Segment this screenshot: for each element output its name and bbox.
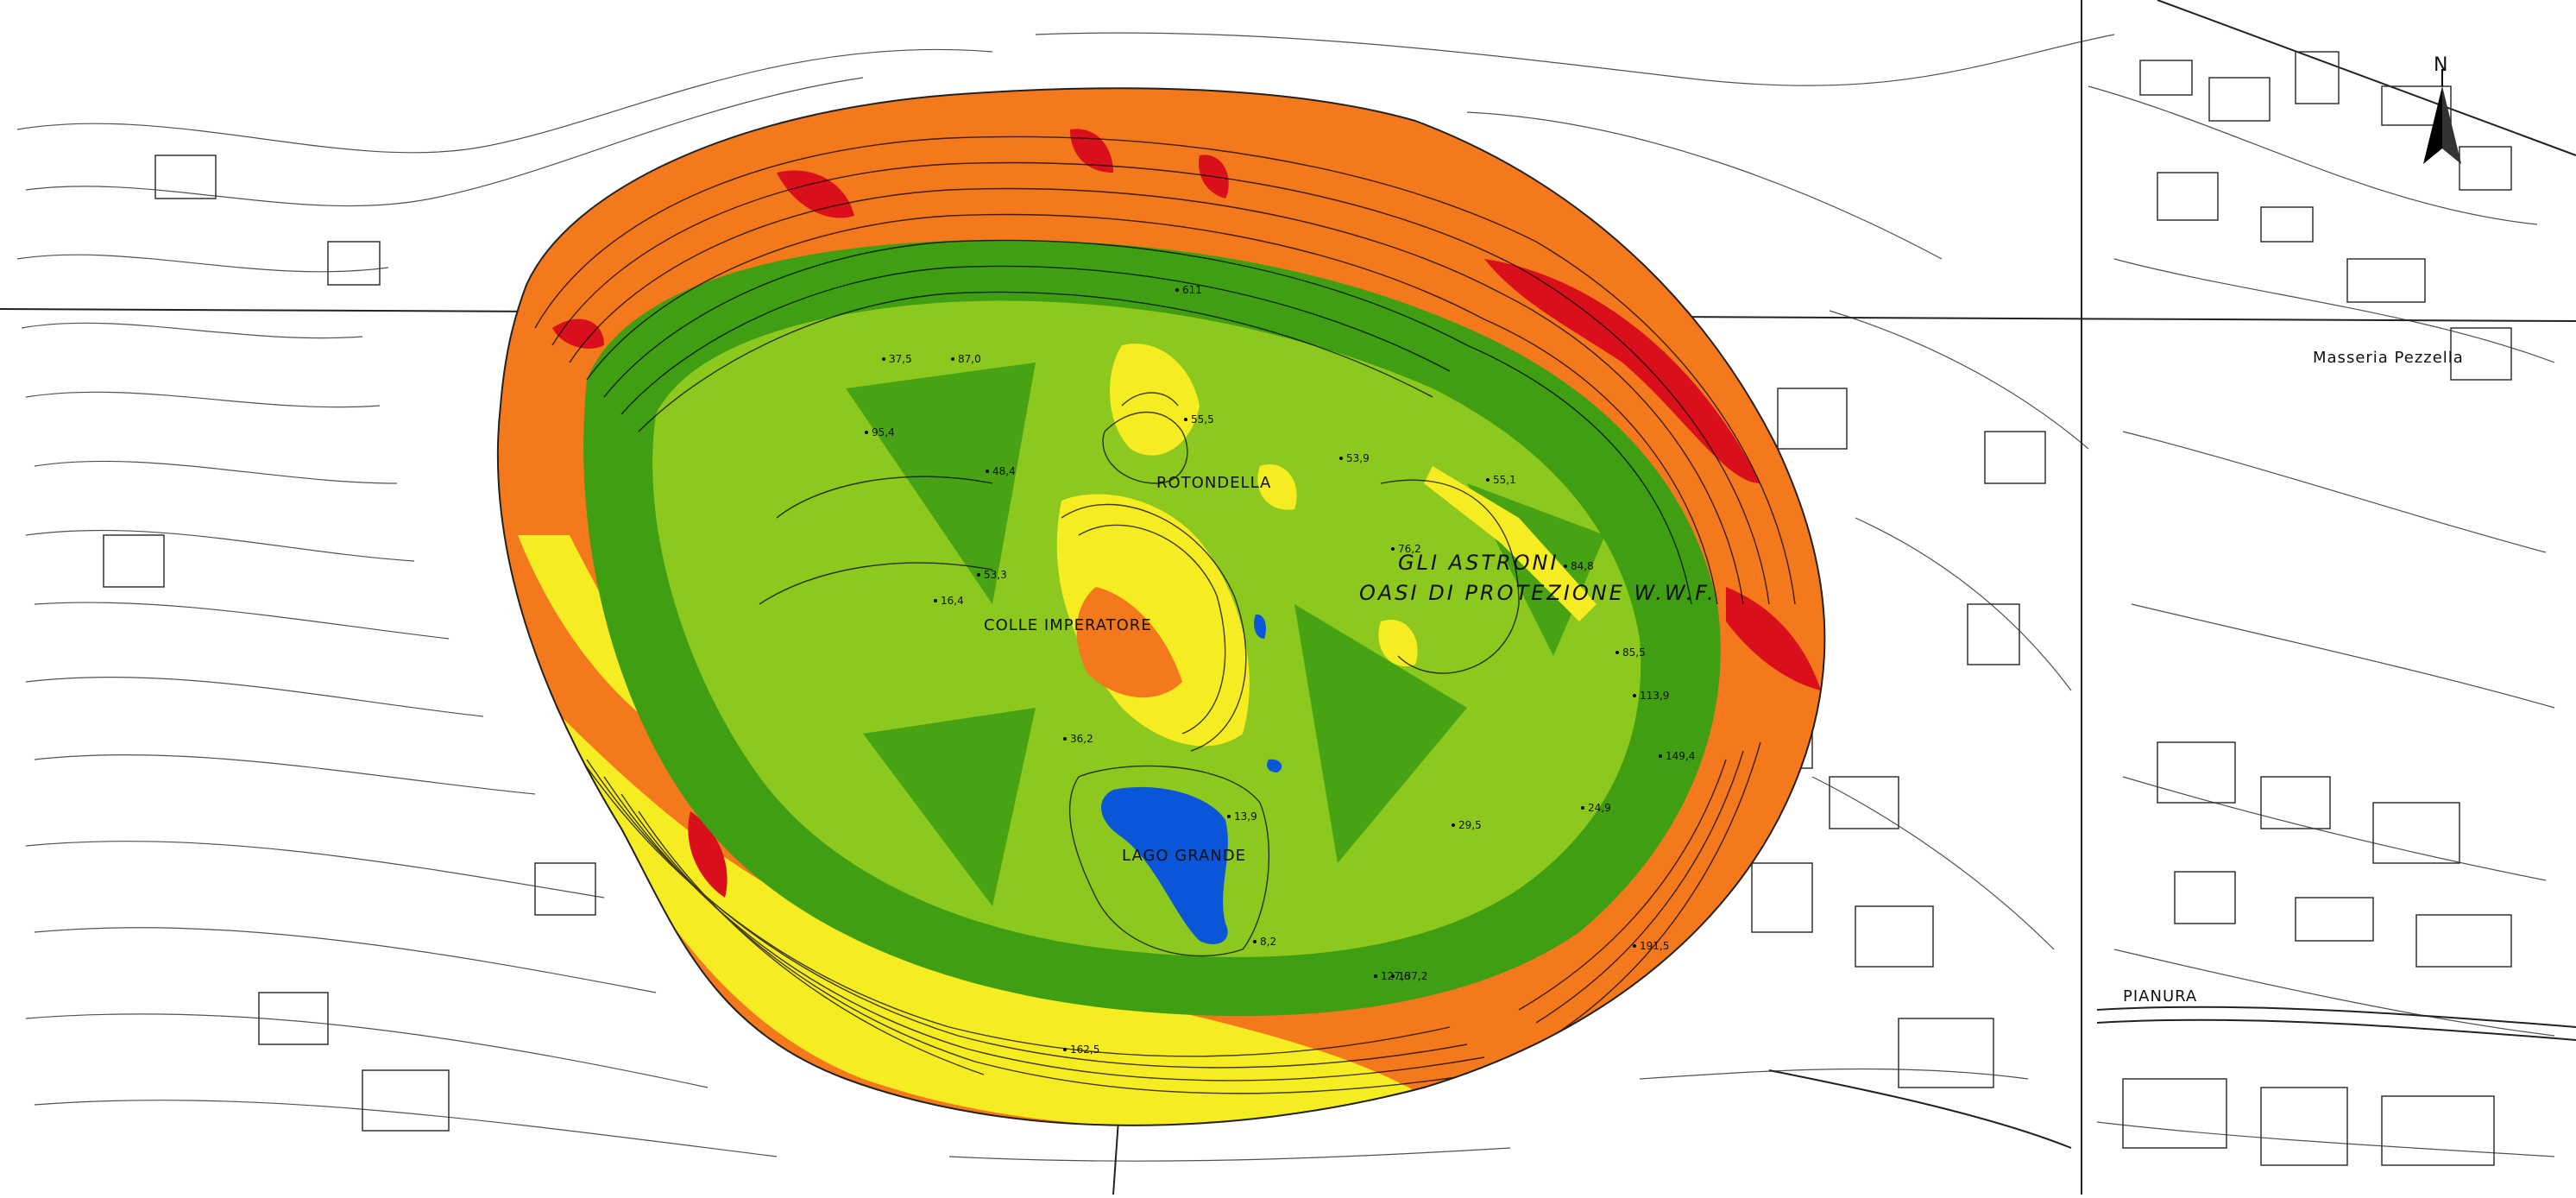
spot-height-dot	[1374, 974, 1377, 978]
spot-height-dot	[1063, 737, 1067, 741]
spot-height-dot	[1391, 974, 1395, 978]
spot-height-dot	[934, 599, 937, 602]
label-masseria: Masseria Pezzella	[2313, 349, 2464, 367]
spot-height-dot	[1253, 940, 1257, 943]
spot-height-dot	[1659, 754, 1662, 758]
crater-outline	[496, 87, 1826, 1126]
spot-height-dot	[1452, 823, 1455, 827]
spot-height-dot	[1486, 478, 1490, 482]
spot-height-dot	[986, 470, 989, 473]
crater-slope-classes	[497, 88, 1825, 1125]
colle-imperatore-orange	[1076, 587, 1182, 698]
spot-height-label: 53,9	[1346, 452, 1370, 464]
green-wedge-2	[1294, 604, 1467, 863]
crater-title-line2: OASI DI PROTEZIONE W.W.F.	[1359, 581, 1716, 605]
spot-height-label: 611	[1182, 284, 1202, 296]
spot-height-label: 29,5	[1458, 819, 1482, 831]
spot-height-label: 127,6	[1381, 970, 1410, 982]
small-lake-2	[1267, 759, 1282, 772]
north-arrow-icon: N	[2423, 54, 2461, 164]
green-wedge-1	[846, 363, 1036, 604]
spot-height-label: 16,4	[941, 595, 964, 607]
slope-class-yellow-south	[552, 708, 1424, 1125]
yellow-patch-center	[1257, 464, 1297, 510]
spot-height-label: 95,4	[872, 426, 895, 438]
label-lago-grande: LAGO GRANDE	[1122, 847, 1246, 865]
yellow-patch-east	[1378, 620, 1418, 666]
spot-height-label: 37,5	[889, 353, 912, 365]
spot-height-label: 137,2	[1398, 970, 1427, 982]
spot-height-dot	[865, 431, 868, 434]
spot-height-dot	[1633, 944, 1636, 948]
rotondella-yellow	[1110, 344, 1200, 456]
spot-height-label: 87,0	[958, 353, 981, 365]
spot-height-dot	[1339, 457, 1343, 460]
yellow-streak-east	[1424, 466, 1597, 621]
spot-height-label: 36,2	[1070, 733, 1093, 745]
north-label: N	[2434, 54, 2447, 76]
crater-title-line1: GLI ASTRONI	[1398, 551, 1559, 575]
spot-height-dot	[1184, 418, 1187, 421]
spot-height-label: 84,8	[1571, 560, 1594, 572]
spot-height-dot	[951, 357, 954, 361]
green-wedge-3	[863, 708, 1036, 906]
label-rotondella: ROTONDELLA	[1156, 474, 1271, 492]
spot-height-label: 24,9	[1588, 802, 1611, 814]
spot-height-dot	[1633, 694, 1636, 697]
spot-height-label: 55,1	[1493, 474, 1516, 486]
spot-height-label: 149,4	[1666, 750, 1695, 762]
spot-height-label: 55,5	[1191, 413, 1214, 426]
label-pianura: PIANURA	[2123, 987, 2197, 1006]
map-labels: GLI ASTRONI OASI DI PROTEZIONE W.W.F. CO…	[984, 349, 2464, 1006]
urban-blocks	[103, 51, 2512, 1166]
spot-height-dot	[1175, 288, 1179, 292]
crater-contours	[534, 136, 1796, 1094]
label-colle-imperatore: COLLE IMPERATORE	[984, 616, 1152, 634]
spot-height-dot	[977, 573, 980, 577]
spot-height-label: 85,5	[1622, 646, 1646, 659]
spot-height-label: 162,5	[1070, 1044, 1099, 1056]
spot-height-label: 48,4	[992, 465, 1016, 477]
outer-topographic-contours	[16, 32, 2555, 1162]
spot-height-dot	[1616, 651, 1619, 654]
spot-height-label: 53,3	[984, 569, 1007, 581]
spot-height-dot	[1227, 815, 1231, 818]
spot-height-dot	[1391, 547, 1395, 551]
spot-height-label: 76,2	[1398, 543, 1421, 555]
spot-height-dot	[1564, 564, 1567, 568]
small-lake-1	[1254, 614, 1266, 639]
spot-height-label: 191,5	[1640, 940, 1669, 952]
spot-height-dot	[1063, 1048, 1067, 1051]
spot-height-dot	[1581, 806, 1584, 810]
spot-height-dot	[882, 357, 885, 361]
spot-height-label: 113,9	[1640, 690, 1669, 702]
slope-class-red-n2	[1070, 129, 1113, 173]
slope-class-red-ne	[1484, 259, 1760, 483]
spot-heights: 611 55,5 53,9 76,2 84,8 85,5 113,9 55,1 87,0 95,4…	[865, 284, 1695, 1056]
slope-class-red-sw	[688, 811, 727, 898]
lago-grande-lake	[1101, 786, 1228, 944]
slope-class-red-e	[1726, 587, 1821, 690]
spot-height-label: 13,9	[1234, 810, 1257, 823]
spot-height-label: 8,2	[1260, 936, 1276, 948]
